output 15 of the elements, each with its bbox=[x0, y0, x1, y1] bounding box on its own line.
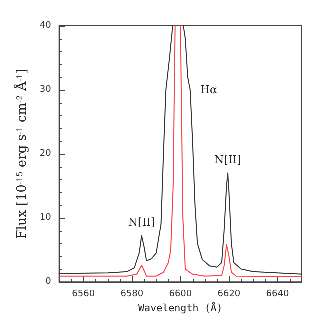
y-tick-label: 30 bbox=[40, 85, 52, 96]
text: Flux [10-15 erg s-1 cm-2 Å-1] bbox=[15, 68, 30, 240]
y-tick-label: 40 bbox=[40, 21, 52, 31]
annotation: N[II] bbox=[128, 216, 156, 229]
y-tick-label: 20 bbox=[40, 149, 52, 160]
annotation: Hα bbox=[200, 84, 218, 97]
x-axis-title: Wavelength (Å) bbox=[138, 302, 223, 314]
x-tick-label: 6580 bbox=[120, 290, 144, 300]
annotation: N[II] bbox=[214, 153, 242, 166]
y-tick-label: 0 bbox=[46, 277, 52, 288]
x-tick-label: 6620 bbox=[218, 290, 241, 300]
x-tick-label: 6640 bbox=[266, 290, 290, 300]
y-tick-label: 10 bbox=[40, 213, 52, 224]
x-tick-label: 6560 bbox=[72, 290, 96, 300]
x-tick-label: 6600 bbox=[169, 290, 192, 300]
